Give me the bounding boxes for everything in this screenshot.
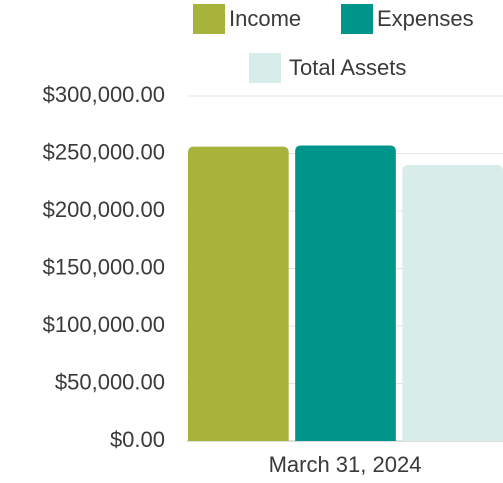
y-tick-label: $250,000.00 <box>43 139 165 164</box>
legend-label: Income <box>229 6 301 31</box>
y-tick-label: $100,000.00 <box>43 312 165 337</box>
legend-label: Expenses <box>377 6 474 31</box>
y-tick-label: $300,000.00 <box>43 82 165 107</box>
y-tick-label: $50,000.00 <box>55 369 165 394</box>
legend-label: Total Assets <box>289 55 406 80</box>
x-tick-label: March 31, 2024 <box>269 452 422 477</box>
legend-swatch <box>193 4 225 34</box>
legend-swatch <box>341 4 373 34</box>
bar <box>188 146 289 441</box>
y-tick-label: $0.00 <box>110 427 165 452</box>
bar <box>295 145 396 441</box>
bar <box>402 165 503 441</box>
y-tick-label: $150,000.00 <box>43 254 165 279</box>
y-tick-label: $200,000.00 <box>43 197 165 222</box>
legend-swatch <box>249 53 281 83</box>
